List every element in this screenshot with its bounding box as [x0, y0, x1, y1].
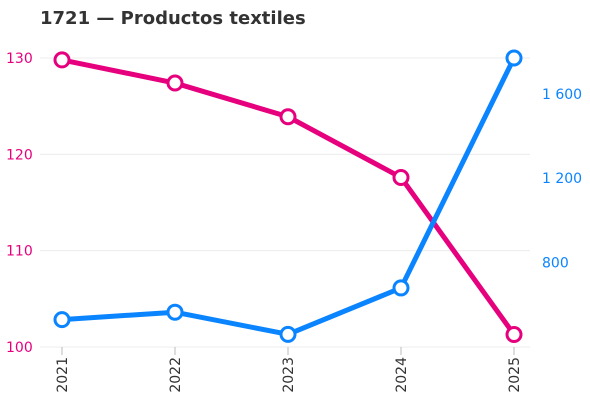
- data-point-left: [166, 74, 184, 92]
- chart-title: 1721 — Productos textiles: [40, 8, 306, 29]
- right-tick-label: 1 200: [542, 171, 582, 187]
- left-tick-label: 120: [6, 147, 33, 163]
- data-point-left: [53, 51, 71, 69]
- right-tick-label: 1 600: [542, 87, 582, 103]
- data-point-right: [392, 279, 410, 297]
- data-point-right: [505, 49, 523, 67]
- data-point-left: [505, 325, 523, 343]
- left-tick-label: 130: [6, 51, 33, 67]
- series-line-right: [59, 55, 517, 337]
- left-y-axis: 100 110 120 130: [6, 51, 33, 356]
- right-tick-label: 800: [542, 256, 569, 272]
- data-point-left: [279, 108, 297, 126]
- data-point-right: [166, 303, 184, 321]
- right-y-axis: 800 1 200 1 600: [542, 87, 582, 272]
- x-tick-label: 2023: [281, 357, 297, 393]
- x-tick-label: 2024: [394, 357, 410, 393]
- x-tick-label: 2025: [507, 357, 523, 393]
- x-tick-label: 2021: [55, 357, 71, 393]
- series-layer: [53, 49, 523, 343]
- x-tick-label: 2022: [168, 357, 184, 393]
- left-tick-label: 100: [6, 340, 33, 356]
- x-axis: 2021 2022 2023 2024 2025: [55, 347, 523, 393]
- data-point-right: [53, 311, 71, 329]
- data-point-left: [392, 168, 410, 186]
- grid-lines: [40, 57, 530, 348]
- data-point-right: [279, 325, 297, 343]
- left-tick-label: 110: [6, 244, 33, 260]
